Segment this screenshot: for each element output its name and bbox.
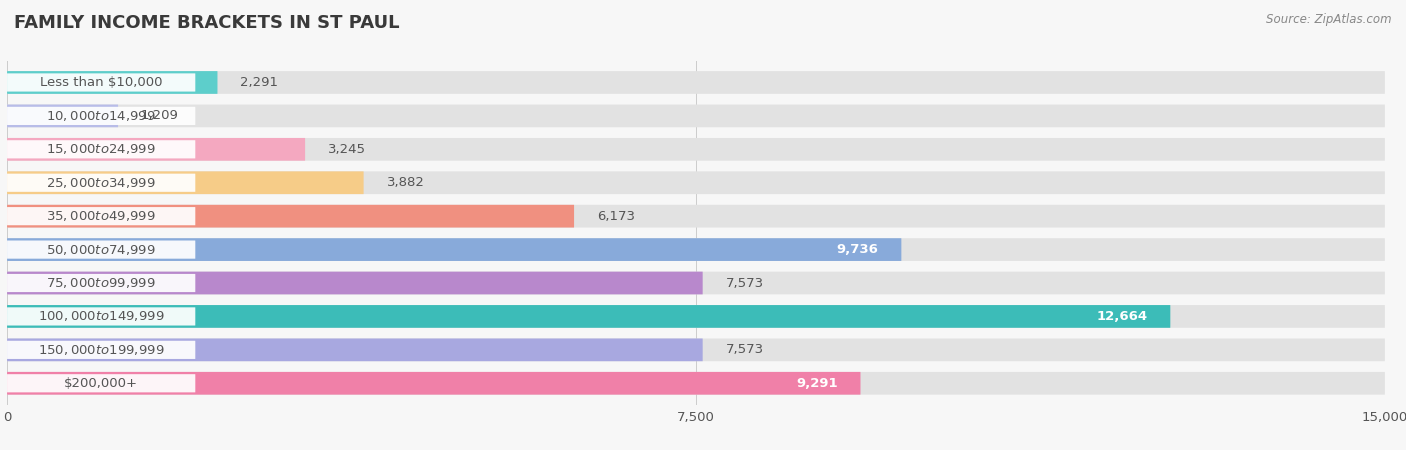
FancyBboxPatch shape bbox=[7, 372, 860, 395]
Text: 3,245: 3,245 bbox=[328, 143, 366, 156]
FancyBboxPatch shape bbox=[7, 171, 364, 194]
FancyBboxPatch shape bbox=[7, 372, 1385, 395]
Text: $75,000 to $99,999: $75,000 to $99,999 bbox=[46, 276, 156, 290]
FancyBboxPatch shape bbox=[7, 240, 195, 259]
FancyBboxPatch shape bbox=[7, 238, 901, 261]
Text: 1,209: 1,209 bbox=[141, 109, 179, 122]
FancyBboxPatch shape bbox=[7, 272, 1385, 294]
FancyBboxPatch shape bbox=[7, 174, 195, 192]
FancyBboxPatch shape bbox=[7, 272, 703, 294]
Text: $10,000 to $14,999: $10,000 to $14,999 bbox=[46, 109, 156, 123]
FancyBboxPatch shape bbox=[7, 207, 195, 225]
FancyBboxPatch shape bbox=[7, 104, 118, 127]
FancyBboxPatch shape bbox=[7, 374, 195, 392]
Text: $200,000+: $200,000+ bbox=[65, 377, 138, 390]
Text: $150,000 to $199,999: $150,000 to $199,999 bbox=[38, 343, 165, 357]
FancyBboxPatch shape bbox=[7, 205, 1385, 228]
FancyBboxPatch shape bbox=[7, 338, 1385, 361]
Text: 2,291: 2,291 bbox=[240, 76, 278, 89]
Text: 7,573: 7,573 bbox=[725, 276, 763, 289]
Text: 9,291: 9,291 bbox=[796, 377, 838, 390]
Text: 6,173: 6,173 bbox=[598, 210, 636, 223]
FancyBboxPatch shape bbox=[7, 71, 1385, 94]
FancyBboxPatch shape bbox=[7, 238, 1385, 261]
Text: $100,000 to $149,999: $100,000 to $149,999 bbox=[38, 310, 165, 324]
Text: Less than $10,000: Less than $10,000 bbox=[39, 76, 163, 89]
Text: $15,000 to $24,999: $15,000 to $24,999 bbox=[46, 142, 156, 156]
FancyBboxPatch shape bbox=[7, 171, 1385, 194]
Text: $50,000 to $74,999: $50,000 to $74,999 bbox=[46, 243, 156, 256]
FancyBboxPatch shape bbox=[7, 307, 195, 325]
FancyBboxPatch shape bbox=[7, 138, 305, 161]
Text: 7,573: 7,573 bbox=[725, 343, 763, 356]
FancyBboxPatch shape bbox=[7, 71, 218, 94]
FancyBboxPatch shape bbox=[7, 305, 1385, 328]
Text: 12,664: 12,664 bbox=[1097, 310, 1147, 323]
Text: $35,000 to $49,999: $35,000 to $49,999 bbox=[46, 209, 156, 223]
Text: FAMILY INCOME BRACKETS IN ST PAUL: FAMILY INCOME BRACKETS IN ST PAUL bbox=[14, 14, 399, 32]
FancyBboxPatch shape bbox=[7, 104, 1385, 127]
FancyBboxPatch shape bbox=[7, 107, 195, 125]
Text: 3,882: 3,882 bbox=[387, 176, 425, 189]
Text: $25,000 to $34,999: $25,000 to $34,999 bbox=[46, 176, 156, 190]
FancyBboxPatch shape bbox=[7, 341, 195, 359]
FancyBboxPatch shape bbox=[7, 274, 195, 292]
FancyBboxPatch shape bbox=[7, 138, 1385, 161]
FancyBboxPatch shape bbox=[7, 305, 1170, 328]
FancyBboxPatch shape bbox=[7, 338, 703, 361]
FancyBboxPatch shape bbox=[7, 140, 195, 158]
FancyBboxPatch shape bbox=[7, 73, 195, 91]
Text: Source: ZipAtlas.com: Source: ZipAtlas.com bbox=[1267, 14, 1392, 27]
FancyBboxPatch shape bbox=[7, 205, 574, 228]
Text: 9,736: 9,736 bbox=[837, 243, 879, 256]
